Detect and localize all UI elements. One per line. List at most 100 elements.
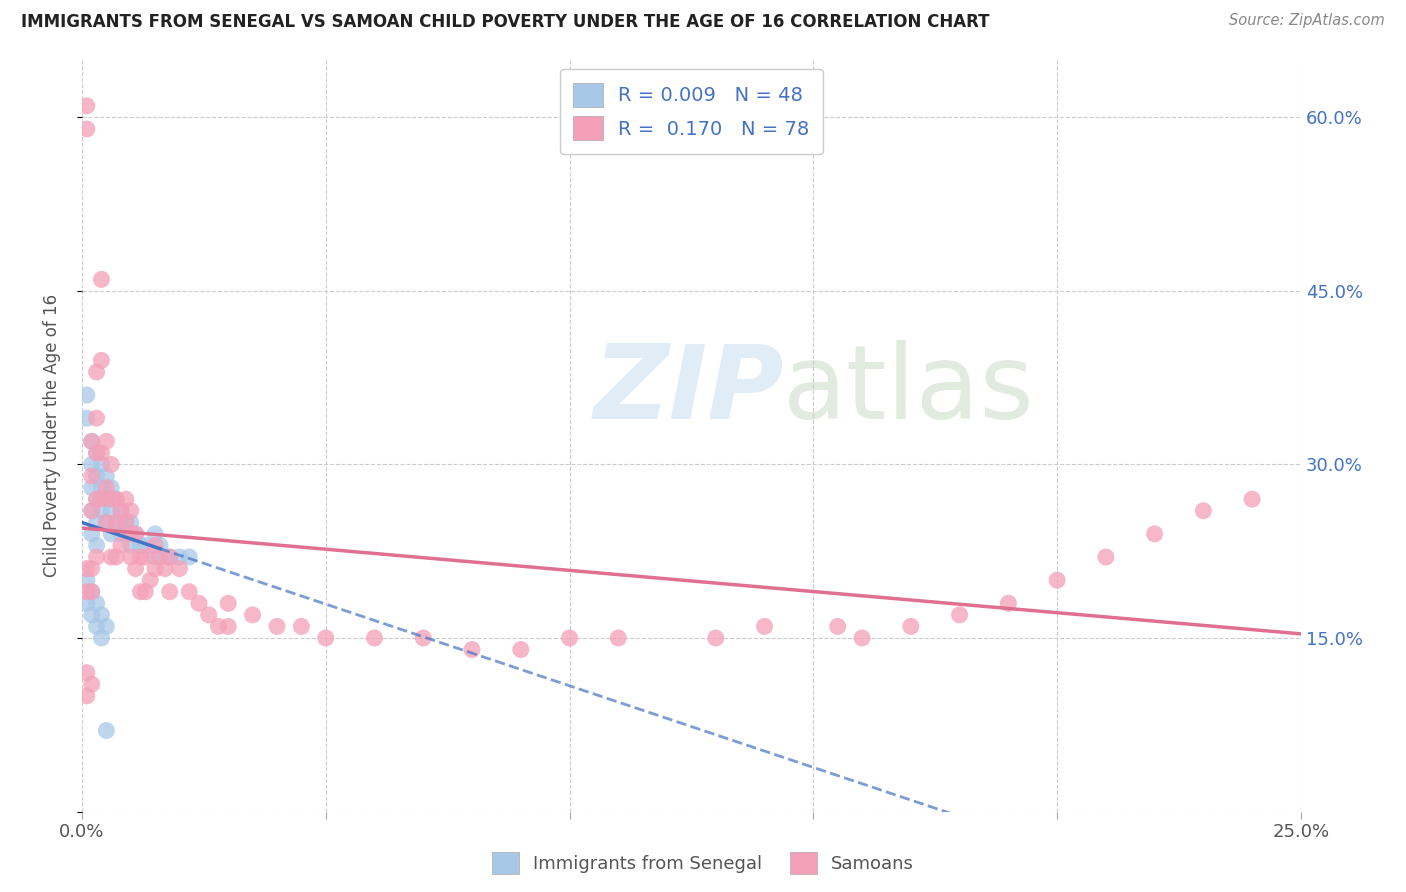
Point [76, 596, 98, 610]
Y-axis label: Child Poverty Under the Age of 16: Child Poverty Under the Age of 16 [44, 294, 60, 577]
Point [1241, 492, 1264, 507]
Point [76, 99, 98, 113]
Point [90, 481, 112, 495]
Point [86, 516, 108, 530]
Point [90, 607, 112, 622]
Point [80, 434, 103, 449]
Point [179, 549, 201, 564]
Text: IMMIGRANTS FROM SENEGAL VS SAMOAN CHILD POVERTY UNDER THE AGE OF 16 CORRELATION : IMMIGRANTS FROM SENEGAL VS SAMOAN CHILD … [21, 13, 990, 31]
Point [76, 561, 98, 575]
Point [86, 446, 108, 460]
Point [143, 549, 166, 564]
Point [139, 573, 162, 587]
Point [100, 458, 122, 472]
Point [105, 516, 128, 530]
Point [76, 665, 98, 680]
Point [96, 434, 118, 449]
Point [948, 607, 970, 622]
Point [120, 527, 142, 541]
Point [80, 527, 103, 541]
Point [96, 469, 118, 483]
Point [80, 481, 103, 495]
Point [124, 527, 146, 541]
Point [76, 388, 98, 402]
Point [90, 631, 112, 645]
Point [86, 365, 108, 379]
Point [217, 619, 239, 633]
Point [124, 527, 146, 541]
Point [114, 516, 136, 530]
Point [76, 573, 98, 587]
Text: ZIP: ZIP [593, 340, 785, 441]
Point [290, 619, 312, 633]
Point [90, 458, 112, 472]
Point [110, 504, 132, 518]
Point [100, 527, 122, 541]
Text: atlas: atlas [783, 340, 1035, 441]
Point [96, 516, 118, 530]
Point [153, 561, 176, 575]
Point [90, 272, 112, 286]
Point [76, 584, 98, 599]
Point [120, 504, 142, 518]
Point [76, 689, 98, 703]
Point [105, 549, 128, 564]
Point [114, 492, 136, 507]
Point [143, 561, 166, 575]
Point [207, 619, 229, 633]
Point [96, 516, 118, 530]
Point [80, 561, 103, 575]
Point [558, 631, 581, 645]
Point [509, 642, 531, 657]
Point [997, 596, 1019, 610]
Point [114, 516, 136, 530]
Point [120, 516, 142, 530]
Point [1095, 549, 1118, 564]
Point [80, 458, 103, 472]
Point [96, 619, 118, 633]
Point [80, 677, 103, 691]
Point [90, 353, 112, 368]
Point [76, 411, 98, 425]
Point [129, 584, 152, 599]
Point [149, 549, 172, 564]
Point [188, 596, 211, 610]
Point [217, 596, 239, 610]
Point [100, 549, 122, 564]
Point [169, 549, 191, 564]
Point [900, 619, 922, 633]
Point [120, 538, 142, 552]
Point [80, 434, 103, 449]
Point [607, 631, 630, 645]
Point [80, 584, 103, 599]
Point [159, 584, 181, 599]
Point [80, 504, 103, 518]
Point [105, 492, 128, 507]
Point [129, 549, 152, 564]
Point [80, 584, 103, 599]
Point [242, 607, 264, 622]
Point [851, 631, 873, 645]
Point [129, 538, 152, 552]
Point [86, 492, 108, 507]
Point [86, 492, 108, 507]
Point [363, 631, 385, 645]
Point [754, 619, 776, 633]
Point [96, 723, 118, 738]
Point [76, 122, 98, 136]
Point [1143, 527, 1166, 541]
Point [100, 492, 122, 507]
Legend: R = 0.009   N = 48, R =  0.170   N = 78: R = 0.009 N = 48, R = 0.170 N = 78 [560, 70, 823, 153]
Point [86, 549, 108, 564]
Legend: Immigrants from Senegal, Samoans: Immigrants from Senegal, Samoans [482, 843, 924, 883]
Point [86, 411, 108, 425]
Point [1192, 504, 1215, 518]
Point [169, 561, 191, 575]
Point [110, 538, 132, 552]
Point [134, 584, 156, 599]
Point [124, 561, 146, 575]
Point [266, 619, 288, 633]
Point [90, 492, 112, 507]
Point [149, 538, 172, 552]
Text: Source: ZipAtlas.com: Source: ZipAtlas.com [1229, 13, 1385, 29]
